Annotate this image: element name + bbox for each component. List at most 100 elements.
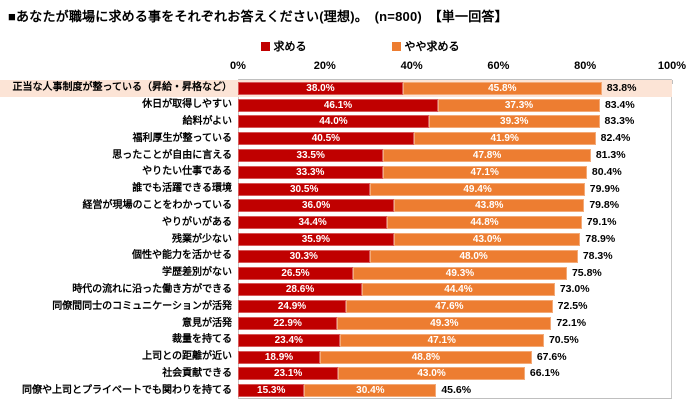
chart-row: 個性や能力を活かせる 30.3% 48.0% 78.3% — [0, 248, 672, 265]
bar-value-label: 24.9% — [277, 301, 307, 313]
bar-track: 35.9% 43.0% 78.9% — [238, 233, 672, 247]
bar-value-label: 39.3% — [500, 116, 529, 128]
legend-label-yaya-motomeru: やや求める — [404, 41, 460, 53]
bar-segment-motomeru: 33.5% — [238, 149, 384, 163]
total-label: 79.8% — [589, 199, 620, 212]
bar-segment-motomeru: 36.0% — [238, 199, 395, 213]
bar-value-label: 40.5% — [311, 133, 341, 145]
bar-segment-motomeru: 35.9% — [238, 233, 394, 247]
bar-value-label: 43.0% — [417, 368, 446, 380]
category-label: 裁量を持てる — [172, 334, 232, 346]
bar-value-label: 47.1% — [427, 334, 456, 346]
bar-segment-motomeru: 22.9% — [238, 317, 338, 331]
category-label: やりたい仕事である — [142, 166, 232, 178]
bar-track: 23.4% 47.1% 70.5% — [238, 333, 672, 347]
bar-value-label: 41.9% — [490, 133, 519, 145]
x-axis-tickmark — [672, 80, 673, 84]
bar-track: 30.5% 49.4% 79.9% — [238, 182, 672, 196]
chart-row: 社会貢献できる 23.1% 43.0% 66.1% — [0, 366, 672, 383]
bar-segment-yaya-motomeru: 45.8% — [402, 81, 602, 95]
bar-segment-yaya-motomeru: 43.8% — [394, 199, 585, 213]
bar-value-label: 30.3% — [289, 250, 318, 262]
bar-segment-yaya-motomeru: 47.1% — [339, 333, 544, 347]
category-label: 正当な人事制度が整っている（昇給・昇格など） — [12, 82, 233, 94]
category-label: 同僚間同士のコミュニケーションが活発 — [52, 300, 232, 312]
x-axis-tick-label: 20% — [313, 60, 336, 72]
total-label: 66.1% — [529, 367, 560, 380]
bar-track: 33.5% 47.8% 81.3% — [238, 149, 672, 163]
bar-value-label: 43.8% — [475, 200, 504, 212]
chart-row: 上司との距離が近い 18.9% 48.8% 67.6% — [0, 349, 672, 366]
bar-segment-yaya-motomeru: 41.9% — [413, 132, 596, 146]
bar-value-label: 30.5% — [290, 183, 319, 195]
total-label: 45.6% — [441, 384, 472, 397]
total-label: 78.3% — [582, 249, 613, 262]
chart-title: ■あなたが職場に求める事をそれぞれお答えください(理想)。 (n=800) 【単… — [8, 9, 508, 24]
chart-row: 残業が少ない 35.9% 43.0% 78.9% — [0, 231, 672, 248]
category-label: 時代の流れに沿った働き方ができる — [72, 283, 232, 295]
bar-track: 34.4% 44.8% 79.1% — [238, 216, 672, 230]
category-label: 個性や能力を活かせる — [132, 250, 232, 262]
x-axis-tick-label: 100% — [657, 60, 687, 72]
legend: 求める やや求める — [0, 38, 700, 54]
bar-value-label: 23.1% — [273, 368, 303, 380]
bar-segment-yaya-motomeru: 30.4% — [304, 384, 437, 398]
bar-segment-yaya-motomeru: 48.8% — [320, 350, 532, 364]
bar-value-label: 26.5% — [281, 267, 310, 279]
chart-row: やりがいがある 34.4% 44.8% 79.1% — [0, 214, 672, 231]
total-label: 73.0% — [559, 283, 590, 296]
total-label: 78.9% — [585, 233, 616, 246]
chart-row: 給料がよい 44.0% 39.3% 83.3% — [0, 114, 672, 131]
category-label: 残業が少ない — [172, 233, 232, 245]
x-axis-tick-label: 0% — [230, 60, 246, 72]
legend-swatch-motomeru-icon — [260, 41, 270, 51]
bar-segment-yaya-motomeru: 37.3% — [438, 98, 600, 112]
bar-value-label: 23.4% — [274, 334, 303, 346]
bar-value-label: 33.3% — [296, 166, 325, 178]
bar-segment-yaya-motomeru: 44.8% — [387, 216, 582, 230]
chart-row: 同僚や上司とプライベートでも関わりを持てる 15.3% 30.4% 45.6% — [0, 382, 672, 399]
bar-track: 46.1% 37.3% 83.4% — [238, 98, 672, 112]
bar-track: 26.5% 49.3% 75.8% — [238, 266, 672, 280]
bar-value-label: 45.8% — [488, 82, 517, 94]
chart-row: 裁量を持てる 23.4% 47.1% 70.5% — [0, 332, 672, 349]
category-label: 福利厚生が整っている — [132, 132, 233, 144]
bar-segment-motomeru: 38.0% — [238, 81, 403, 95]
legend-swatch-yaya-motomeru-icon — [391, 41, 401, 51]
x-axis-tick-label: 40% — [400, 60, 423, 72]
bar-value-label: 47.1% — [470, 166, 499, 178]
total-label: 79.1% — [586, 216, 617, 229]
bar-segment-yaya-motomeru: 43.0% — [393, 233, 581, 247]
chart-row: 福利厚生が整っている 40.5% 41.9% 82.4% — [0, 130, 672, 147]
bar-segment-yaya-motomeru: 43.0% — [338, 367, 525, 381]
bar-track: 44.0% 39.3% 83.3% — [238, 115, 672, 129]
bar-value-label: 49.4% — [463, 183, 492, 195]
bar-value-label: 44.0% — [319, 116, 348, 128]
bar-value-label: 46.1% — [323, 99, 353, 111]
bar-segment-motomeru: 30.5% — [238, 182, 371, 196]
bar-track: 28.6% 44.4% 73.0% — [238, 283, 672, 297]
total-label: 70.5% — [548, 333, 579, 346]
bar-track: 18.9% 48.8% 67.6% — [238, 350, 672, 364]
bar-value-label: 28.6% — [285, 284, 315, 296]
bar-value-label: 33.5% — [296, 150, 325, 162]
bar-value-label: 38.0% — [306, 82, 335, 94]
category-label: 誰でも活躍できる環境 — [132, 183, 232, 195]
bar-segment-motomeru: 23.1% — [238, 367, 339, 381]
bar-segment-motomeru: 44.0% — [238, 115, 429, 129]
category-label: 上司との距離が近い — [142, 351, 232, 363]
bar-track: 38.0% 45.8% 83.8% — [238, 81, 672, 95]
bar-value-label: 44.4% — [444, 284, 473, 296]
rows: 正当な人事制度が整っている（昇給・昇格など） 38.0% 45.8% 83.8% 休日が… — [0, 80, 672, 399]
bar-segment-yaya-motomeru: 49.4% — [370, 182, 585, 196]
category-label: 社会貢献できる — [162, 367, 232, 379]
chart-row: 経営が現場のことをわかっている 36.0% 43.8% 79.8% — [0, 198, 672, 215]
chart-row: 同僚間同士のコミュニケーションが活発 24.9% 47.6% 72.5% — [0, 298, 672, 315]
total-label: 72.1% — [556, 317, 587, 330]
x-axis: 0% 20% 40% 60% 80% 100% — [230, 60, 686, 74]
bar-track: 24.9% 47.6% 72.5% — [238, 300, 672, 314]
chart-row: 意見が活発 22.9% 49.3% 72.1% — [0, 315, 672, 332]
bar-segment-motomeru: 34.4% — [238, 216, 388, 230]
category-label: やりがいがある — [162, 216, 232, 228]
legend-label-motomeru: 求める — [273, 41, 307, 53]
